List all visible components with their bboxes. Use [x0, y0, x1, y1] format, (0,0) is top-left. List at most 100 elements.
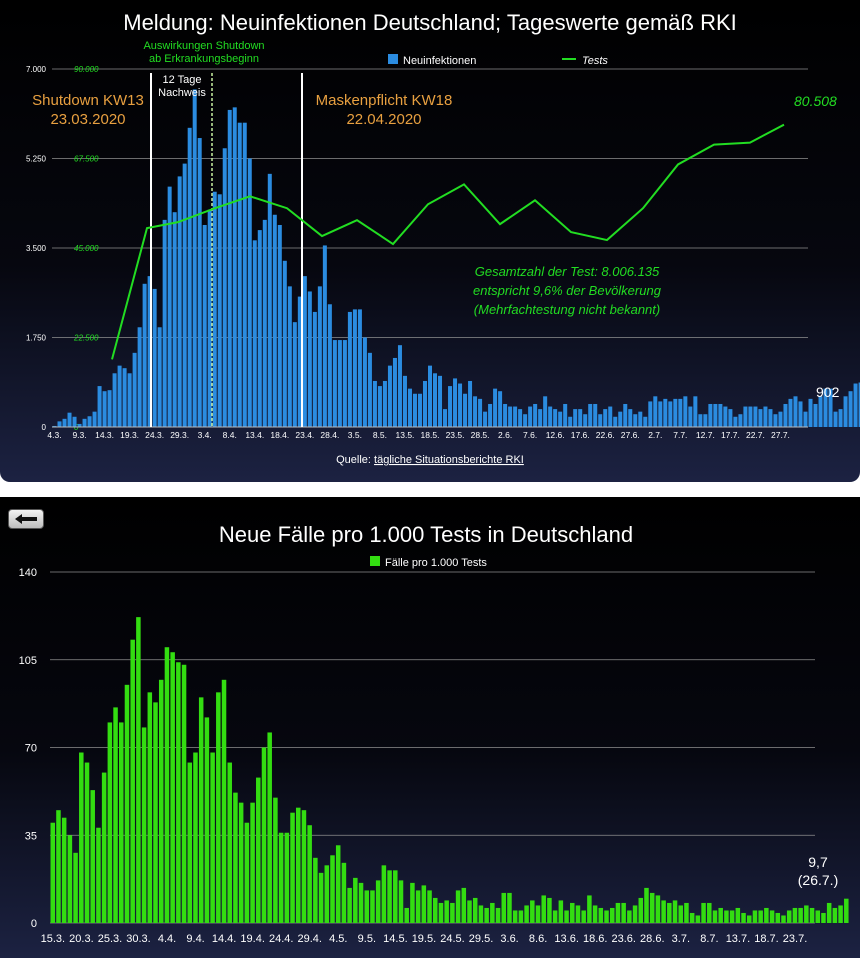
bar: [398, 880, 404, 923]
bar: [50, 822, 56, 923]
source-line: Quelle: tägliche Situationsberichte RKI: [336, 454, 524, 466]
back-button[interactable]: [8, 509, 44, 529]
bar: [593, 403, 598, 427]
bar: [718, 403, 723, 427]
bar: [318, 872, 324, 923]
x-tick-label: 8.5.: [373, 430, 387, 440]
bar: [322, 245, 327, 427]
bar: [798, 401, 803, 427]
bar: [826, 902, 832, 923]
bar: [838, 409, 843, 427]
x-tick-label: 29.4.: [298, 933, 322, 945]
bar: [786, 910, 792, 923]
bar: [193, 752, 198, 923]
bar: [324, 865, 330, 923]
bar: [77, 423, 82, 427]
bar: [693, 396, 698, 427]
x-tick-label: 19.5.: [412, 933, 436, 945]
x-tick-label: 9.4.: [186, 933, 204, 945]
x-tick-label: 8.7.: [700, 933, 718, 945]
x-tick-label: 7.6.: [523, 430, 537, 440]
bar: [387, 365, 392, 427]
bar: [713, 403, 718, 427]
bar: [638, 897, 644, 923]
bar: [358, 882, 364, 923]
bar: [543, 396, 548, 427]
bar: [663, 398, 668, 427]
annotation-total-tests-2: entspricht 9,6% der Bevölkerung: [473, 283, 662, 298]
x-tick-label: 25.3.: [98, 933, 122, 945]
bar: [127, 373, 132, 427]
bar: [364, 890, 370, 923]
bar: [113, 707, 118, 923]
bar: [695, 915, 701, 923]
bar: [290, 812, 295, 923]
bar: [272, 214, 277, 427]
bar: [141, 727, 147, 923]
bar: [422, 380, 427, 427]
bar: [164, 647, 170, 923]
x-tick-label: 3.6.: [500, 933, 518, 945]
bar: [117, 365, 122, 427]
bar: [495, 907, 501, 923]
bar: [623, 403, 628, 427]
bar: [844, 898, 849, 923]
bar: [443, 409, 448, 427]
bar: [216, 692, 221, 923]
x-tick-label: 19.4.: [240, 933, 264, 945]
annotation-mask-2: 22.04.2020: [346, 111, 421, 128]
bar: [823, 388, 828, 427]
bar: [547, 897, 552, 923]
bar: [332, 340, 337, 427]
bar: [588, 403, 593, 427]
bar: [788, 398, 793, 427]
bar: [804, 905, 809, 923]
bar: [392, 357, 397, 427]
bar: [753, 406, 758, 427]
bar: [507, 892, 512, 923]
bar: [723, 406, 728, 427]
bar: [130, 639, 135, 923]
bar: [317, 286, 322, 427]
x-tick-label: 13.6.: [554, 933, 578, 945]
bar: [362, 337, 367, 427]
bar: [698, 414, 703, 427]
bar: [808, 398, 813, 427]
bar: [803, 411, 808, 427]
bar: [461, 887, 467, 923]
x-tick-label: 4.4.: [158, 933, 176, 945]
bar: [153, 702, 158, 923]
x-tick-label: 23.5.: [446, 430, 465, 440]
legend-swatch-cases-per-tests: [370, 556, 380, 566]
bar: [433, 373, 438, 427]
bar: [453, 378, 458, 427]
bar: [136, 617, 141, 923]
bar: [583, 414, 588, 427]
bar: [112, 373, 117, 427]
bar: [267, 732, 272, 923]
bar: [307, 825, 312, 923]
bar: [472, 897, 478, 923]
bar: [724, 910, 729, 923]
bar: [233, 792, 238, 923]
bar: [678, 398, 683, 427]
tests-series-line: [111, 123, 785, 360]
x-tick-label: 23.7.: [783, 933, 807, 945]
bar: [498, 391, 503, 427]
bar: [433, 897, 438, 923]
source-link[interactable]: tägliche Situationsberichte RKI: [374, 454, 524, 466]
x-tick-label: 4.5.: [329, 933, 347, 945]
bar: [701, 902, 706, 923]
bar: [741, 912, 746, 923]
bar: [490, 902, 495, 923]
bar: [448, 386, 453, 427]
bar: [587, 895, 592, 923]
bar: [503, 403, 508, 427]
bar: [61, 817, 67, 923]
bar: [142, 283, 147, 427]
bar: [402, 375, 407, 427]
bar: [79, 752, 84, 923]
bar: [167, 186, 172, 427]
bar: [267, 173, 272, 427]
bar: [277, 224, 282, 427]
